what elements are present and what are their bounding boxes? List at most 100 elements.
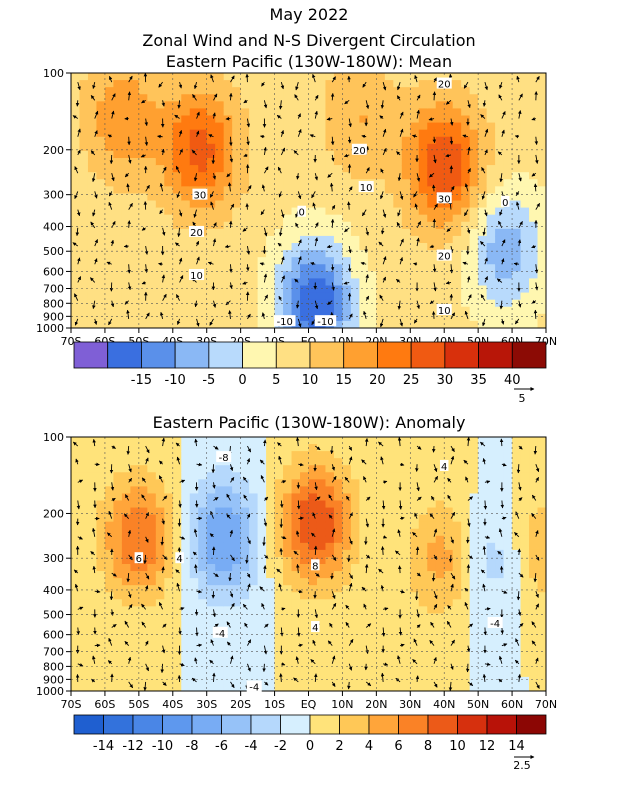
colorbar-label: 0 xyxy=(238,373,246,388)
x-tick-label: EQ xyxy=(301,698,317,711)
x-tick-label: 60N xyxy=(501,698,523,711)
y-tick-label: 800 xyxy=(43,297,64,310)
filled-contour-field xyxy=(71,437,546,691)
y-tick-label: 100 xyxy=(43,431,64,444)
contour-label: -10 xyxy=(277,317,293,328)
colorbar-swatch xyxy=(107,341,142,369)
contour-label: 20 xyxy=(190,228,203,239)
y-tick-label: 400 xyxy=(43,584,64,597)
colorbar-label: 15 xyxy=(335,373,352,388)
x-tick-label: 30N xyxy=(399,698,421,711)
y-tick-label: 500 xyxy=(43,609,64,622)
contour-label: -8 xyxy=(219,453,229,464)
colorbar-swatch xyxy=(398,714,429,735)
contour-label: 10 xyxy=(190,271,203,282)
contour-label: 20 xyxy=(438,252,451,263)
contour-label: -10 xyxy=(317,317,333,328)
colorbar-swatch xyxy=(132,714,163,735)
contour-labels: -8 6 4 8 -4 4 4 -4 -4 xyxy=(134,451,503,693)
colorbar-label: 35 xyxy=(470,373,487,388)
title-line-1: May 2022 xyxy=(270,5,349,24)
title-line-3: Eastern Pacific (130W-180W): Mean xyxy=(166,52,452,71)
colorbar-swatch xyxy=(73,714,104,735)
colorbar-label: 10 xyxy=(302,373,319,388)
divergent-circulation-vectors xyxy=(72,437,540,691)
x-tick-label: 20S xyxy=(230,698,251,711)
contour-label: 20 xyxy=(438,80,451,91)
colorbar-swatch xyxy=(309,714,340,735)
colorbar-label: 8 xyxy=(424,739,432,754)
colorbar-swatch xyxy=(377,341,412,369)
contour-label: 6 xyxy=(136,554,142,565)
colorbar-label: 14 xyxy=(508,739,525,754)
contour-label: -4 xyxy=(215,629,225,640)
colorbar-label: 5 xyxy=(272,373,280,388)
colorbar-swatch xyxy=(486,714,517,735)
y-tick-label: 100 xyxy=(43,67,64,80)
vector-scale-label: 5 xyxy=(519,392,526,405)
colorbar: -15 -10 -5 0 5 10 15 20 25 30 35 40 xyxy=(73,341,547,388)
y-tick-label: 900 xyxy=(43,310,64,323)
colorbar-swatch xyxy=(457,714,488,735)
contour-label: 8 xyxy=(312,561,318,572)
y-tick-label: 1000 xyxy=(36,322,64,335)
x-tick-label: 70S xyxy=(61,698,82,711)
y-tick-label: 200 xyxy=(43,144,64,157)
contour-label: 10 xyxy=(360,183,373,194)
contour-label: 0 xyxy=(502,198,508,209)
colorbar-label: 6 xyxy=(394,739,402,754)
colorbar-swatch xyxy=(280,714,311,735)
contour-label: 4 xyxy=(312,623,318,634)
contour-label: -4 xyxy=(249,682,259,693)
colorbar-swatch xyxy=(141,341,176,369)
colorbar-label: 2 xyxy=(335,739,343,754)
colorbar-label: -15 xyxy=(131,373,152,388)
colorbar-swatch xyxy=(444,341,479,369)
contour-label: 20 xyxy=(353,146,366,157)
x-tick-label: 20N xyxy=(365,698,387,711)
x-tick-label: 40N xyxy=(433,698,455,711)
y-tick-label: 700 xyxy=(43,646,64,659)
colorbar-swatch xyxy=(343,341,378,369)
x-tick-label: 10N xyxy=(331,698,353,711)
colorbar-swatch xyxy=(103,714,134,735)
colorbar-label: -2 xyxy=(274,739,287,754)
colorbar-label: -14 xyxy=(93,739,114,754)
x-tick-label: 60S xyxy=(94,698,115,711)
colorbar-label: -8 xyxy=(186,739,199,754)
contour-label: 30 xyxy=(438,194,451,205)
colorbar-label: -12 xyxy=(122,739,143,754)
colorbar-swatch xyxy=(275,341,311,369)
contour-labels: 20 20 10 0 30 20 10 30 20 10 0 -10 -10 xyxy=(189,77,510,328)
anomaly-title: Eastern Pacific (130W-180W): Anomaly xyxy=(153,413,466,432)
contour-label: -4 xyxy=(490,619,500,630)
colorbar-swatch xyxy=(73,341,109,369)
y-tick-label: 500 xyxy=(43,245,64,258)
filled-contour-field xyxy=(71,73,546,328)
vector-scale-label: 2.5 xyxy=(513,759,531,772)
colorbar-swatch xyxy=(339,714,370,735)
colorbar-label: 25 xyxy=(403,373,420,388)
y-tick-label: 400 xyxy=(43,221,64,234)
colorbar-label: -10 xyxy=(165,373,186,388)
contour-label: 30 xyxy=(194,191,207,202)
colorbar-label: -5 xyxy=(202,373,215,388)
colorbar-label: -10 xyxy=(152,739,173,754)
colorbar-swatch xyxy=(250,714,281,735)
colorbar-swatch xyxy=(221,714,252,735)
y-tick-label: 700 xyxy=(43,283,64,296)
colorbar-label: 12 xyxy=(479,739,496,754)
colorbar-swatch xyxy=(191,714,222,735)
colorbar-label: 10 xyxy=(449,739,466,754)
x-tick-label: 10S xyxy=(264,698,285,711)
colorbar-label: -4 xyxy=(245,739,258,754)
y-tick-label: 200 xyxy=(43,507,64,520)
divergent-circulation-vectors xyxy=(72,73,541,328)
colorbar-swatch xyxy=(368,714,399,735)
x-tick-label: 40S xyxy=(162,698,183,711)
colorbar-label: -6 xyxy=(215,739,228,754)
colorbar-swatch xyxy=(516,714,547,735)
y-tick-label: 600 xyxy=(43,629,64,642)
